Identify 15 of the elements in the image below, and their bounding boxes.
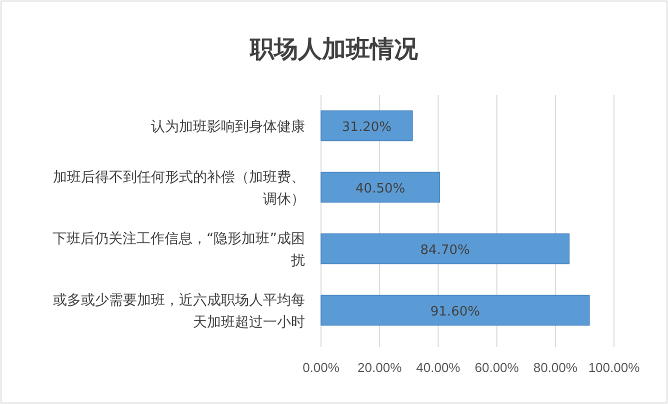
xtick: 20.00% (358, 360, 402, 375)
xtick: 100.00% (588, 360, 640, 375)
xtick: 0.00% (302, 360, 340, 375)
value-label: 31.20% (342, 120, 392, 135)
xtick: 40.00% (416, 360, 460, 375)
xtick: 60.00% (474, 360, 519, 375)
value-label: 84.70% (420, 242, 470, 258)
title: 职场人加班情况 (250, 35, 418, 63)
value-label: 91.60% (430, 304, 480, 320)
value-label: 40.50% (356, 181, 406, 196)
xtick: 80.00% (533, 360, 578, 375)
category: 或多或少需要加班，近六成职场人平均每天加班超过一小时 (53, 292, 305, 330)
category: 加班后得不到任何形式的补偿（加班费、调休） (53, 169, 305, 208)
category: 认为加班影响到身体健康 (151, 118, 305, 135)
category: 下班后仍关注工作信息，“隐形加班”成困扰 (52, 230, 305, 269)
